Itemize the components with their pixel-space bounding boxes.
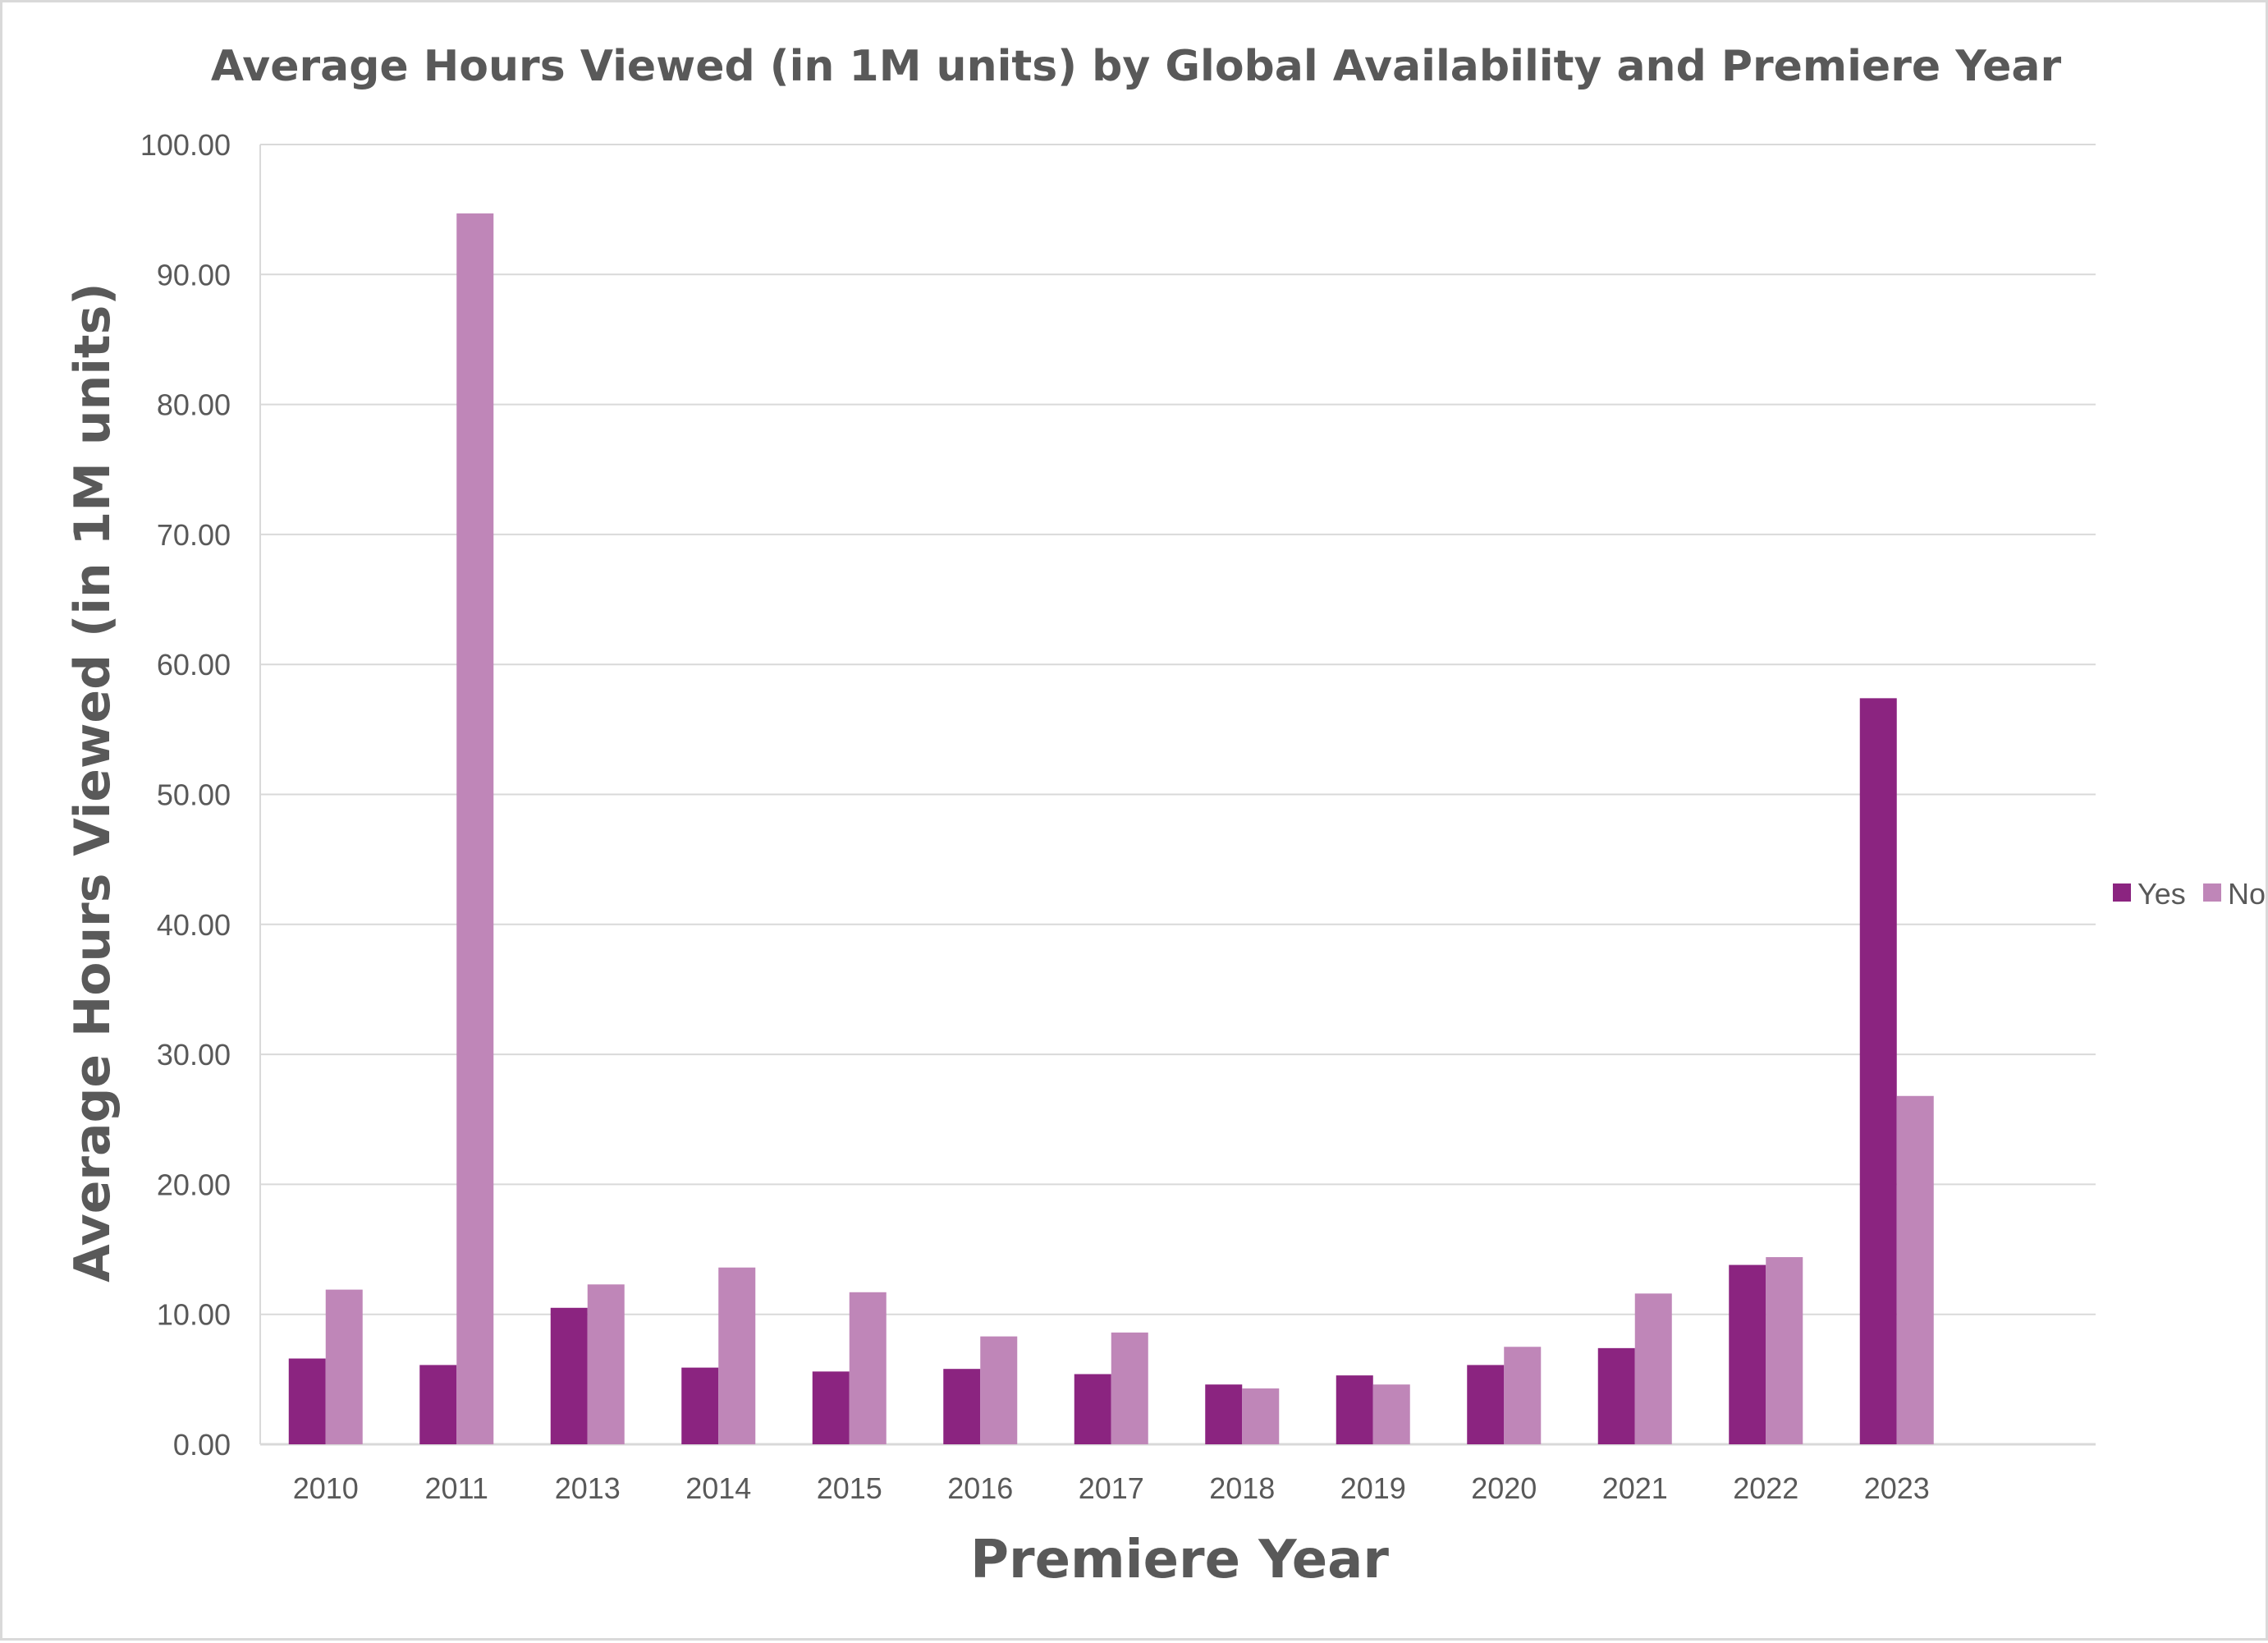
legend: Yes No xyxy=(2113,877,2266,911)
legend-label-no: No xyxy=(2228,877,2266,911)
legend-label-yes: Yes xyxy=(2137,877,2186,911)
bar-yes-2019 xyxy=(1336,1375,1373,1444)
x-tick-label: 2014 xyxy=(685,1471,751,1505)
y-tick-label: 40.00 xyxy=(157,908,231,942)
gridlines xyxy=(259,144,2096,1446)
bar-no-2022 xyxy=(1766,1257,1803,1444)
y-tick-label: 70.00 xyxy=(157,518,231,552)
x-tick-label: 2021 xyxy=(1602,1471,1668,1505)
bar-no-2017 xyxy=(1111,1332,1148,1444)
bar-yes-2010 xyxy=(288,1358,326,1444)
bar-yes-2013 xyxy=(550,1307,588,1444)
x-tick-label: 2018 xyxy=(1209,1471,1275,1505)
bar-no-2019 xyxy=(1372,1384,1410,1444)
y-tick-label: 100.00 xyxy=(140,128,231,162)
bar-no-2018 xyxy=(1242,1388,1280,1444)
x-tick-label: 2022 xyxy=(1733,1471,1798,1505)
bar-yes-2023 xyxy=(1859,698,1897,1444)
bar-no-2015 xyxy=(849,1292,887,1444)
x-axis-title: Premiere Year xyxy=(970,1530,1389,1590)
bar-no-2016 xyxy=(980,1336,1018,1444)
y-tick-label: 90.00 xyxy=(157,258,231,291)
bar-yes-2014 xyxy=(681,1367,719,1444)
legend-swatch-yes xyxy=(2113,883,2131,902)
x-tick-label: 2016 xyxy=(947,1471,1013,1505)
bar-no-2010 xyxy=(325,1289,363,1444)
bar-no-2013 xyxy=(587,1284,625,1444)
x-tick-label: 2019 xyxy=(1340,1471,1406,1505)
bar-no-2020 xyxy=(1504,1347,1542,1444)
y-tick-label: 80.00 xyxy=(157,388,231,422)
y-tick-label: 50.00 xyxy=(157,778,231,812)
x-tick-label: 2010 xyxy=(293,1471,359,1505)
bar-yes-2017 xyxy=(1074,1374,1111,1444)
x-axis-ticks: 2010 2011 2013 2014 2015 2016 2017 2018 2019 2020… xyxy=(293,1471,1930,1505)
x-tick-label: 2017 xyxy=(1079,1471,1144,1505)
bar-yes-2021 xyxy=(1597,1347,1635,1444)
bar-no-2023 xyxy=(1896,1095,1934,1444)
y-tick-label: 60.00 xyxy=(157,648,231,682)
bar-no-2011 xyxy=(456,213,494,1445)
x-tick-label: 2013 xyxy=(555,1471,621,1505)
bar-yes-2015 xyxy=(812,1371,850,1444)
x-tick-label: 2011 xyxy=(425,1471,488,1505)
bar-yes-2022 xyxy=(1729,1264,1766,1444)
y-tick-label: 10.00 xyxy=(157,1298,231,1332)
y-tick-label: 0.00 xyxy=(173,1428,231,1462)
bar-yes-2016 xyxy=(943,1369,981,1444)
bars xyxy=(288,213,1934,1445)
x-tick-label: 2020 xyxy=(1471,1471,1537,1505)
legend-swatch-no xyxy=(2203,883,2221,902)
chart-title: Average Hours Viewed (in 1M units) by Gl… xyxy=(211,42,2062,91)
bar-no-2021 xyxy=(1634,1293,1672,1444)
bar-yes-2011 xyxy=(419,1365,457,1444)
bar-yes-2020 xyxy=(1467,1365,1505,1444)
bar-no-2014 xyxy=(718,1267,756,1444)
x-tick-label: 2023 xyxy=(1864,1471,1930,1505)
y-axis-title: Average Hours Viewed (in 1M units) xyxy=(64,282,121,1282)
y-tick-label: 20.00 xyxy=(157,1168,231,1201)
bar-yes-2018 xyxy=(1205,1384,1243,1444)
y-tick-label: 30.00 xyxy=(157,1038,231,1072)
x-tick-label: 2015 xyxy=(817,1471,882,1505)
y-axis-ticks: 0.00 10.00 20.00 30.00 40.00 50.00 60.00 70.00 8… xyxy=(140,128,231,1462)
